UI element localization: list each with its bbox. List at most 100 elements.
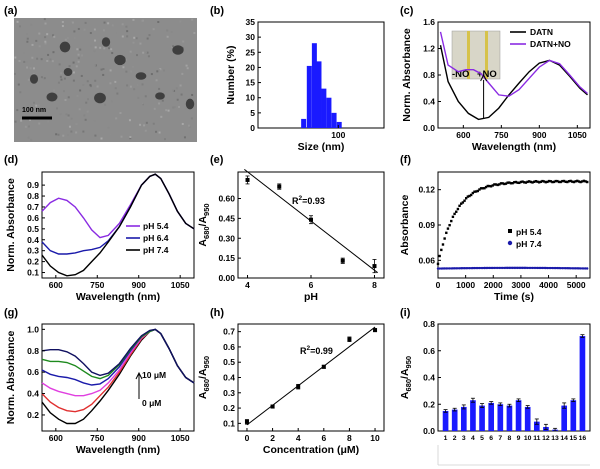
selectivity-bar xyxy=(533,421,540,431)
kinetic-point-ph54 xyxy=(531,181,534,184)
kinetic-point-ph54 xyxy=(528,180,531,183)
tem-noise-speck xyxy=(179,84,182,87)
tem-noise-speck xyxy=(46,59,49,62)
tem-noise-speck xyxy=(111,52,114,55)
kinetic-point-ph54 xyxy=(518,181,521,185)
kinetic-point-ph74 xyxy=(586,267,589,270)
tem-noise-speck xyxy=(141,83,144,86)
kinetic-point-ph54 xyxy=(582,179,586,183)
tem-noise-speck xyxy=(61,20,64,23)
kinetic-point-ph54 xyxy=(483,187,486,190)
tem-noise-speck xyxy=(144,95,147,98)
tem-noise-speck xyxy=(191,93,194,96)
tem-noise-speck xyxy=(145,51,148,54)
tem-noise-speck xyxy=(173,89,176,92)
kinetic-point-ph74 xyxy=(547,266,551,270)
tem-nanoparticle xyxy=(135,72,147,80)
tem-noise-speck xyxy=(183,136,186,139)
tem-noise-speck xyxy=(26,37,29,40)
kinetic-point-ph74 xyxy=(509,266,513,270)
tem-noise-speck xyxy=(75,131,78,134)
tem-noise-speck xyxy=(93,50,96,53)
tem-noise-speck xyxy=(82,83,85,86)
selectivity-bar xyxy=(460,406,467,431)
tem-noise-speck xyxy=(77,60,80,63)
y-tick-label: 0.5 xyxy=(27,224,39,234)
y-tick-label: 0.2 xyxy=(223,403,235,413)
tem-noise-speck xyxy=(125,25,128,28)
x-tick-label: 13 xyxy=(551,435,559,442)
x-tick-label: 0 xyxy=(436,280,441,290)
kinetic-point-ph54 xyxy=(448,223,451,227)
kinetic-point-ph54 xyxy=(506,181,509,184)
histogram-bar xyxy=(326,97,332,128)
tem-noise-speck xyxy=(27,78,30,81)
tem-noise-speck xyxy=(107,126,110,129)
tem-noise-speck xyxy=(93,120,96,123)
kinetic-point-ph54 xyxy=(554,179,557,183)
kinetic-point-ph54 xyxy=(499,182,503,185)
kinetic-point-ph54 xyxy=(461,201,465,204)
tem-noise-speck xyxy=(107,22,110,25)
kinetic-point-ph74 xyxy=(478,266,481,270)
y-axis-title-part: 950 xyxy=(202,356,211,369)
kinetic-point-ph74 xyxy=(514,266,518,270)
kinetic-point-ph74 xyxy=(436,267,440,270)
increase-arrow-head xyxy=(480,73,488,82)
tem-noise-speck xyxy=(64,23,67,26)
kinetic-point-ph74 xyxy=(479,266,483,270)
kinetic-point-ph74 xyxy=(539,266,543,270)
tem-nanoparticle xyxy=(155,92,165,100)
tem-noise-speck xyxy=(121,23,124,26)
kinetic-point-ph54 xyxy=(536,180,539,183)
kinetic-point-ph74 xyxy=(521,266,524,270)
tem-noise-speck xyxy=(20,119,23,122)
legend-label: pH 7.4 xyxy=(143,245,169,255)
tem-noise-speck xyxy=(173,106,176,109)
kinetic-point-ph54 xyxy=(443,237,446,240)
kinetic-point-ph74 xyxy=(536,266,539,270)
kinetic-point-ph74 xyxy=(523,266,526,270)
tem-noise-speck xyxy=(86,80,89,83)
tem-noise-speck xyxy=(102,68,105,71)
kinetic-point-ph54 xyxy=(564,180,567,184)
data-point xyxy=(270,404,275,409)
legend-label: DATN xyxy=(530,27,553,37)
kinetic-point-ph74 xyxy=(484,266,488,270)
kinetic-point-ph74 xyxy=(528,266,531,270)
concentration-top-label: 10 μM xyxy=(142,370,166,380)
kinetic-point-ph54 xyxy=(511,181,514,185)
panel-label-f: (f) xyxy=(400,154,411,166)
tem-noise-speck xyxy=(63,77,66,80)
y-tick-label: 0.06 xyxy=(418,255,435,265)
kinetic-point-ph54 xyxy=(496,183,499,187)
tem-noise-speck xyxy=(75,65,78,68)
tem-noise-speck xyxy=(29,67,32,70)
tem-noise-speck xyxy=(26,66,29,69)
y-tick-label: 20 xyxy=(246,62,256,72)
kinetic-point-ph74 xyxy=(532,266,536,270)
kinetic-point-ph54 xyxy=(446,227,450,230)
tem-noise-speck xyxy=(14,56,17,59)
tem-noise-speck xyxy=(129,137,132,140)
tem-noise-speck xyxy=(136,84,139,87)
x-tick-label: 3 xyxy=(462,435,466,442)
panel-label-a: (a) xyxy=(4,5,18,17)
tem-noise-speck xyxy=(119,112,122,115)
r-squared-part: 2 xyxy=(299,195,303,202)
tem-noise-speck xyxy=(55,133,58,136)
tem-noise-speck xyxy=(110,48,113,51)
tem-noise-speck xyxy=(72,61,75,64)
kinetic-point-ph54 xyxy=(539,180,543,184)
x-tick-label: 900 xyxy=(132,433,146,443)
kinetic-point-ph74 xyxy=(576,267,579,270)
tem-noise-speck xyxy=(89,85,92,88)
kinetic-point-ph54 xyxy=(478,188,481,191)
kinetic-point-ph74 xyxy=(446,267,450,270)
tem-noise-speck xyxy=(32,101,35,104)
plot-c: 0.0 0.4 0.8 1.2 1.6 600 750 900 1050 Wavelength (… xyxy=(401,17,591,153)
kinetic-point-ph54 xyxy=(542,180,546,183)
concentration-arrow-head xyxy=(135,371,143,380)
tem-noise-speck xyxy=(72,71,75,74)
